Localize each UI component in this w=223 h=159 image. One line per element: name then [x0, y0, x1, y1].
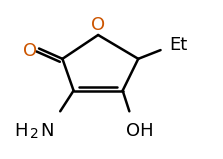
Text: H: H [14, 122, 28, 140]
Text: Et: Et [169, 35, 188, 54]
Text: OH: OH [126, 122, 153, 140]
Text: O: O [91, 16, 105, 34]
Text: N: N [40, 122, 54, 140]
Text: O: O [23, 42, 37, 60]
Text: 2: 2 [30, 127, 39, 141]
